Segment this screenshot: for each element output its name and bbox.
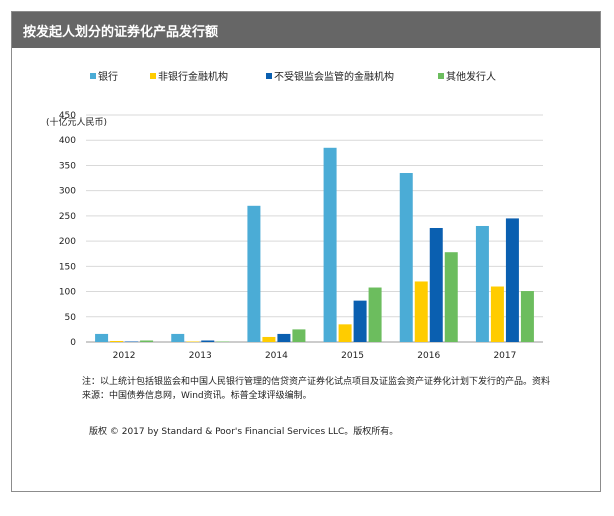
bar	[414, 281, 428, 342]
y-tick-label: 300	[59, 187, 76, 197]
bar	[140, 340, 154, 342]
bar	[95, 333, 109, 342]
bar	[262, 336, 276, 342]
y-tick-label: 400	[59, 136, 76, 146]
legend-swatch	[438, 73, 444, 79]
x-tick-label: 2015	[341, 351, 364, 361]
legend-swatch	[150, 73, 156, 79]
y-tick-label: 100	[59, 288, 76, 298]
x-tick-label: 2016	[417, 351, 440, 361]
bar	[216, 341, 230, 342]
legend-label: 不受银监会监管的金融机构	[274, 70, 394, 83]
x-tick-label: 2012	[113, 351, 136, 361]
x-tick-label: 2014	[265, 351, 288, 361]
y-unit-label: (十亿元人民币)	[46, 116, 107, 128]
chart-frame: 按发起人划分的证券化产品发行额	[11, 11, 601, 492]
legend-swatch	[90, 73, 96, 79]
x-tick-label: 2017	[493, 351, 516, 361]
legend-label: 其他发行人	[446, 70, 496, 83]
bar	[520, 291, 534, 342]
bar	[490, 286, 504, 342]
bar	[323, 147, 337, 342]
chart-title: 按发起人划分的证券化产品发行额	[23, 25, 219, 40]
y-tick-label: 50	[65, 313, 77, 323]
bar	[292, 329, 306, 342]
y-tick-label: 0	[70, 338, 76, 348]
bar	[186, 341, 200, 342]
legend-label: 非银行金融机构	[158, 70, 228, 83]
bar	[338, 324, 352, 342]
legend-label: 银行	[98, 70, 118, 83]
chart-header: 按发起人划分的证券化产品发行额	[12, 12, 600, 48]
y-tick-label: 150	[59, 262, 76, 272]
bar	[475, 225, 489, 342]
bar	[277, 333, 291, 342]
bar	[444, 252, 458, 342]
y-tick-label: 200	[59, 237, 76, 247]
bar	[399, 173, 413, 342]
bar	[247, 205, 261, 342]
bar	[110, 340, 124, 342]
y-tick-label: 450	[59, 111, 76, 121]
bar	[171, 333, 185, 342]
bar	[368, 287, 382, 342]
footnote: 注：以上统计包括银监会和中国人民银行管理的信贷资产证券化试点项目及证监会资产证券…	[82, 377, 551, 401]
y-tick-label: 250	[59, 212, 76, 222]
x-tick-label: 2013	[189, 351, 212, 361]
bar	[353, 300, 367, 342]
y-tick-label: 350	[59, 161, 76, 171]
bar	[201, 340, 215, 342]
bar	[125, 341, 139, 342]
bar	[429, 227, 443, 342]
copyright-text: 版权 © 2017 by Standard & Poor's Financial…	[89, 427, 399, 437]
bar	[505, 218, 519, 342]
legend-swatch	[266, 73, 272, 79]
